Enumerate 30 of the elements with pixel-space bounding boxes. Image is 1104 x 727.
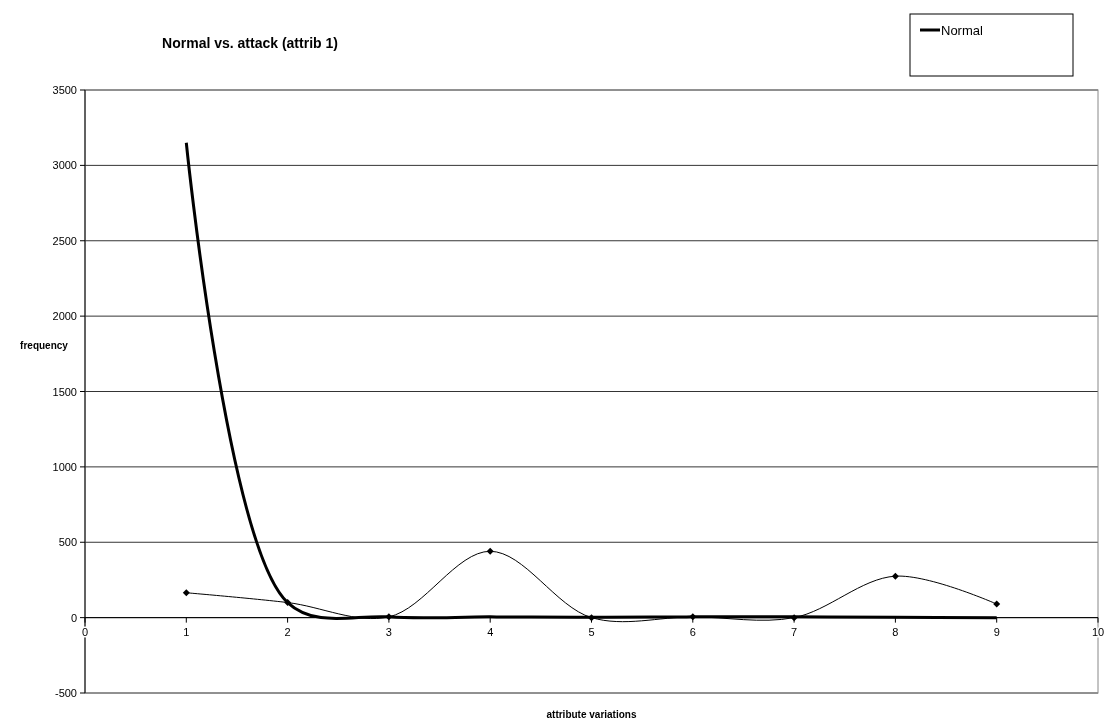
y-axis-title: frequency bbox=[20, 340, 69, 351]
y-tick-label: -500 bbox=[54, 687, 77, 699]
x-tick-label: 4 bbox=[487, 625, 494, 638]
x-axis-title: attribute variations bbox=[546, 709, 637, 720]
y-tick-label: 1000 bbox=[52, 460, 77, 473]
y-tick-label: 3000 bbox=[52, 159, 77, 172]
y-tick-label: 0 bbox=[70, 611, 77, 624]
point bbox=[182, 589, 190, 597]
point bbox=[385, 613, 393, 621]
point bbox=[486, 547, 494, 555]
x-tick-label: 2 bbox=[284, 625, 291, 638]
point bbox=[993, 600, 1001, 608]
x-tick-label: 3 bbox=[385, 625, 392, 638]
point bbox=[284, 599, 292, 607]
y-tick-label: 3500 bbox=[52, 84, 77, 96]
x-tick-label: 1 bbox=[183, 625, 190, 638]
y-tick-label: 2500 bbox=[52, 234, 77, 247]
chart-title: Normal vs. attack (attrib 1) bbox=[162, 35, 338, 51]
x-tick-label: 10 bbox=[1091, 625, 1104, 638]
legend-label: Normal bbox=[941, 23, 984, 38]
x-tick-label: 6 bbox=[689, 625, 696, 638]
x-tick-label: 8 bbox=[892, 625, 899, 638]
y-tick-label: 500 bbox=[58, 536, 77, 549]
point bbox=[891, 572, 899, 580]
point bbox=[689, 613, 697, 621]
x-tick-label: 5 bbox=[588, 625, 595, 638]
x-tick-label: 7 bbox=[791, 625, 798, 638]
y-tick-label: 1500 bbox=[52, 385, 77, 398]
y-tick-label: 2000 bbox=[52, 310, 77, 323]
x-tick-label: 9 bbox=[993, 625, 1000, 638]
